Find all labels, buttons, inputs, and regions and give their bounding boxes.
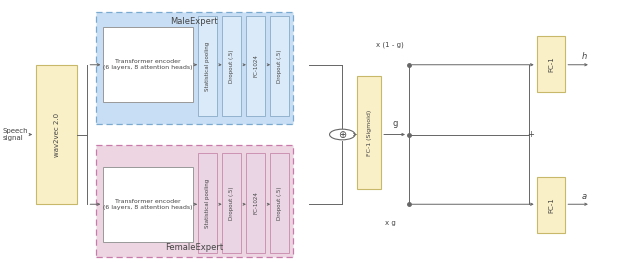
FancyBboxPatch shape	[537, 36, 565, 92]
Text: x g: x g	[385, 220, 396, 226]
Text: FC-1: FC-1	[548, 56, 554, 72]
Text: FC-1: FC-1	[548, 197, 554, 213]
Text: Dropout (.5): Dropout (.5)	[277, 49, 282, 83]
FancyBboxPatch shape	[198, 16, 217, 116]
Text: MaleExpert: MaleExpert	[170, 17, 218, 26]
Text: wav2vec 2.0: wav2vec 2.0	[54, 112, 60, 157]
Text: Dropout (.5): Dropout (.5)	[229, 49, 234, 83]
Text: x (1 - g): x (1 - g)	[376, 41, 404, 48]
Text: h: h	[581, 52, 586, 61]
Text: FC-1024: FC-1024	[253, 55, 258, 77]
FancyBboxPatch shape	[270, 153, 289, 253]
Text: FC-1 (Sigmoid): FC-1 (Sigmoid)	[367, 109, 372, 156]
FancyBboxPatch shape	[96, 145, 292, 257]
FancyBboxPatch shape	[357, 76, 381, 189]
Text: Transformer encoder
(6 layers, 8 attention heads): Transformer encoder (6 layers, 8 attenti…	[103, 59, 193, 70]
Text: g: g	[392, 119, 398, 128]
Text: FC-1024: FC-1024	[253, 192, 258, 214]
Text: Dropout (.5): Dropout (.5)	[277, 186, 282, 220]
Text: Speech
signal: Speech signal	[3, 128, 28, 141]
Circle shape	[330, 129, 355, 140]
Text: Statistical pooling: Statistical pooling	[205, 41, 210, 91]
FancyBboxPatch shape	[103, 167, 193, 242]
FancyBboxPatch shape	[246, 16, 265, 116]
Text: FemaleExpert: FemaleExpert	[165, 243, 223, 252]
Text: +: +	[527, 130, 534, 139]
Text: a: a	[581, 192, 586, 201]
Text: Dropout (.5): Dropout (.5)	[229, 186, 234, 220]
Text: Transformer encoder
(6 layers, 8 attention heads): Transformer encoder (6 layers, 8 attenti…	[103, 199, 193, 210]
FancyBboxPatch shape	[246, 153, 265, 253]
FancyBboxPatch shape	[537, 177, 565, 233]
FancyBboxPatch shape	[222, 153, 241, 253]
FancyBboxPatch shape	[103, 27, 193, 102]
FancyBboxPatch shape	[222, 16, 241, 116]
FancyBboxPatch shape	[270, 16, 289, 116]
Text: Statistical pooling: Statistical pooling	[205, 178, 210, 228]
FancyBboxPatch shape	[96, 12, 292, 124]
Text: $\oplus$: $\oplus$	[338, 129, 347, 140]
FancyBboxPatch shape	[36, 65, 77, 204]
FancyBboxPatch shape	[198, 153, 217, 253]
